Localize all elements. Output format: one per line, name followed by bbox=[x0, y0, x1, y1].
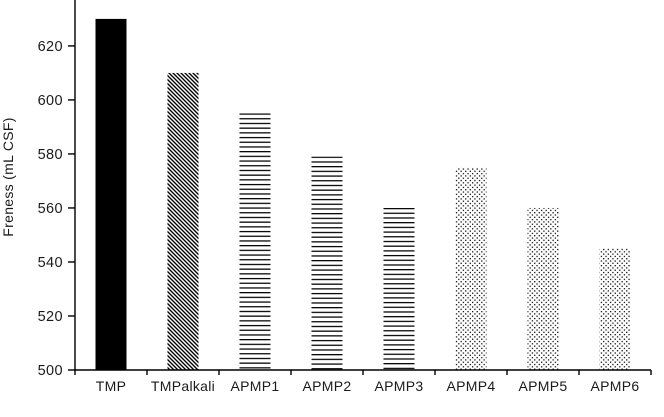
x-category-label: TMPalkali bbox=[151, 378, 215, 394]
y-tick-label: 560 bbox=[38, 201, 63, 217]
bar-tmpalkali bbox=[167, 72, 199, 370]
x-category-label: APMP3 bbox=[375, 378, 424, 394]
bar-apmp1 bbox=[239, 113, 271, 370]
x-category-label: APMP1 bbox=[231, 378, 280, 394]
y-tick-label: 540 bbox=[38, 255, 63, 271]
x-category-label: TMP bbox=[96, 378, 126, 394]
y-tick-label: 580 bbox=[38, 147, 63, 163]
x-category-label: APMP5 bbox=[519, 378, 568, 394]
x-category-label: APMP4 bbox=[447, 378, 496, 394]
y-tick-label: 520 bbox=[38, 309, 63, 325]
bar-tmp bbox=[95, 18, 127, 370]
y-tick-label: 500 bbox=[38, 363, 63, 379]
bar-apmp5 bbox=[527, 207, 559, 370]
y-tick-label: 600 bbox=[38, 93, 63, 109]
x-category-label: APMP2 bbox=[303, 378, 352, 394]
bar-apmp2 bbox=[311, 156, 343, 370]
bar-apmp6 bbox=[599, 248, 631, 370]
bar-apmp4 bbox=[455, 167, 487, 370]
bar-apmp3 bbox=[383, 207, 415, 370]
x-category-label: APMP6 bbox=[591, 378, 640, 394]
y-axis-title: Freness (mL CSF) bbox=[0, 117, 16, 236]
y-tick-label: 620 bbox=[38, 39, 63, 55]
